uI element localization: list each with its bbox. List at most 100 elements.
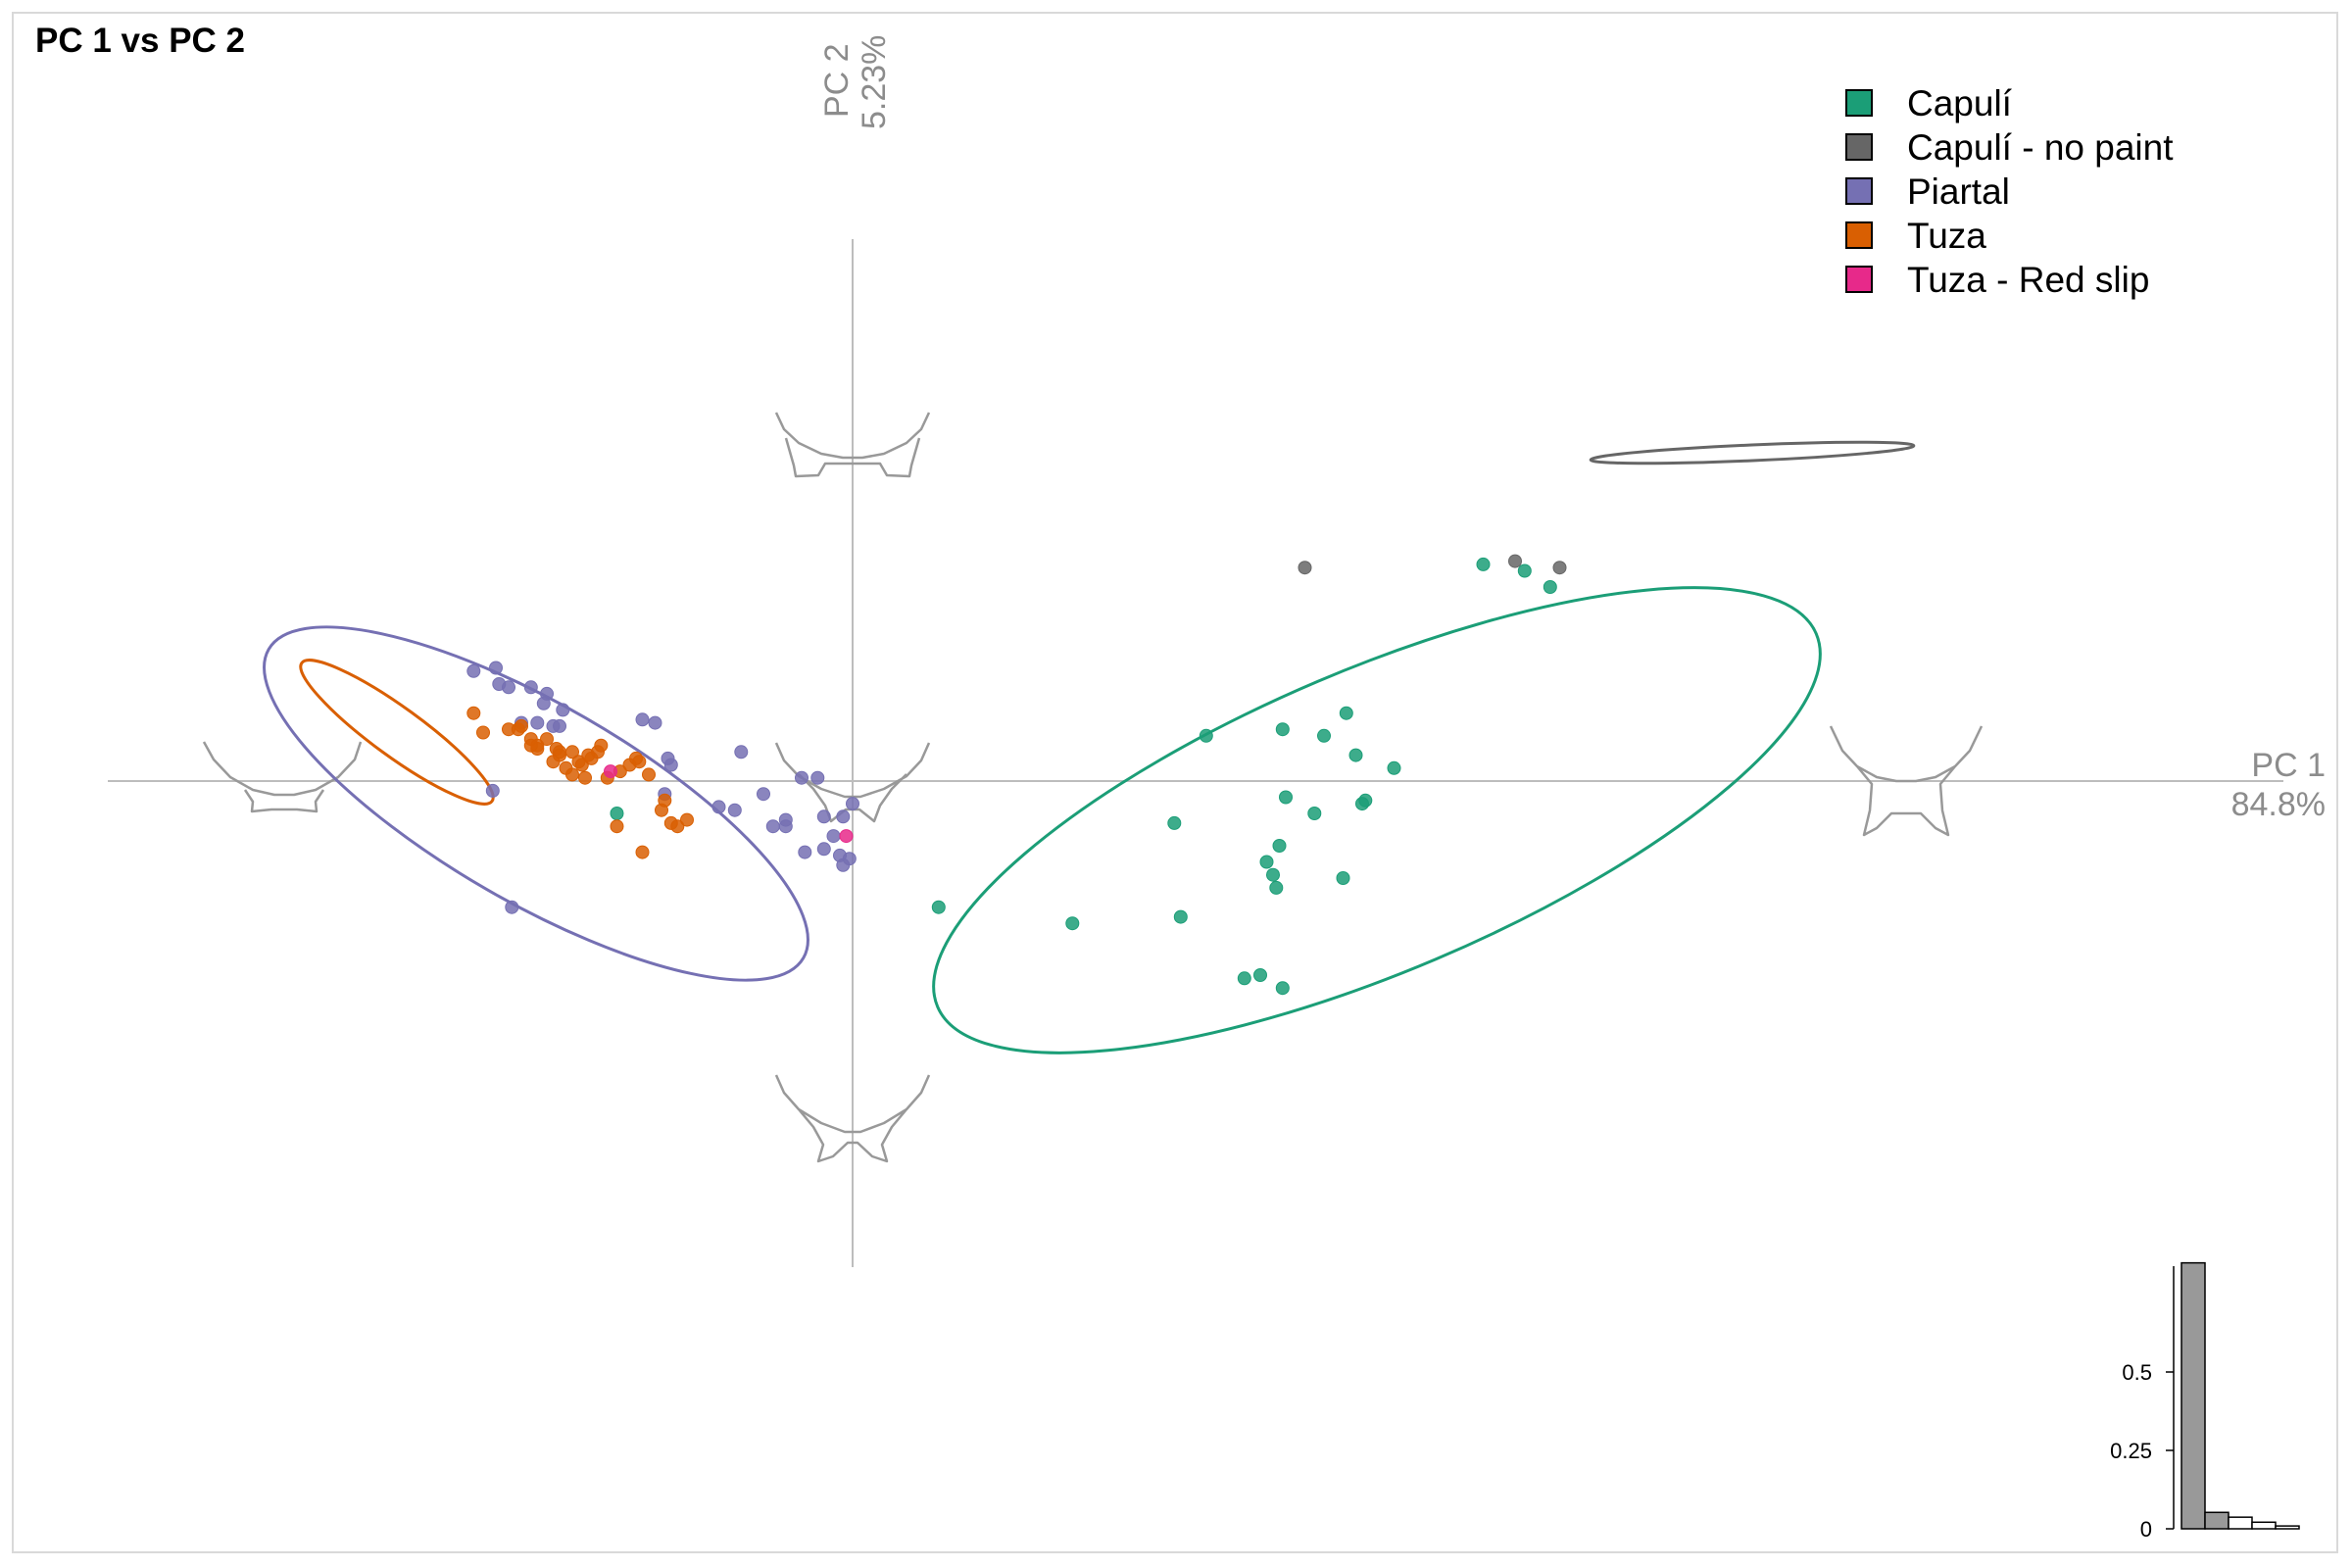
eigen-bar-5 xyxy=(2275,1525,2300,1530)
point-tuza-30 xyxy=(523,738,538,753)
point-capuli-9 xyxy=(1272,839,1287,853)
shape-glyph-pc2-neg xyxy=(774,1074,931,1163)
point-piartal-0 xyxy=(466,663,481,678)
point-piartal-25 xyxy=(816,842,831,857)
point-capuli-11 xyxy=(1266,867,1280,882)
point-piartal-35 xyxy=(485,783,500,798)
legend-swatch-capuli-no-paint xyxy=(1845,133,1873,161)
point-tuza-14 xyxy=(574,758,589,772)
point-capuli-no-paint-2 xyxy=(1552,561,1567,575)
eigen-bar-4 xyxy=(2251,1521,2277,1530)
shape-glyph-pc2-pos xyxy=(774,412,931,478)
inset-tick-label-0: 0 xyxy=(2140,1517,2152,1542)
point-tuza-23 xyxy=(632,755,647,769)
point-piartal-19 xyxy=(734,745,749,760)
point-capuli-4 xyxy=(1173,909,1188,924)
x-axis-label: PC 1 xyxy=(2251,747,2326,784)
point-piartal-7 xyxy=(530,715,545,730)
point-tuza-36 xyxy=(635,845,650,859)
eigen-bar-2 xyxy=(2204,1511,2230,1530)
ellipse-tuza xyxy=(299,659,495,806)
point-capuli-23 xyxy=(1517,564,1532,578)
point-piartal-24 xyxy=(810,770,825,785)
x-axis-percent: 84.8% xyxy=(2231,786,2326,823)
point-capuli-1 xyxy=(1065,916,1080,931)
point-tuza-11 xyxy=(565,745,579,760)
point-tuza-33 xyxy=(565,767,579,782)
point-capuli-0 xyxy=(931,900,946,914)
point-piartal-1 xyxy=(489,661,503,675)
point-piartal-30 xyxy=(798,845,812,859)
point-tuza-18 xyxy=(594,738,609,753)
point-capuli-16 xyxy=(1348,748,1363,762)
point-capuli-6 xyxy=(1275,981,1290,996)
legend-label-capuli-no-paint: Capulí - no paint xyxy=(1907,127,2174,168)
point-capuli-no-paint-0 xyxy=(1298,561,1312,575)
point-tuza-29 xyxy=(680,812,694,827)
point-piartal-31 xyxy=(836,809,851,824)
legend-swatch-tuza-red-slip xyxy=(1845,266,1873,293)
ellipse-capuli-no-paint xyxy=(1589,440,1916,466)
point-tuza-4 xyxy=(514,718,528,733)
point-tuza-35 xyxy=(610,819,624,834)
point-capuli-17 xyxy=(1336,871,1350,885)
point-piartal-21 xyxy=(765,819,780,834)
point-piartal-33 xyxy=(816,809,831,824)
point-piartal-17 xyxy=(711,800,726,814)
point-piartal-26 xyxy=(826,829,841,844)
point-capuli-13 xyxy=(1275,722,1290,737)
point-piartal-8 xyxy=(536,696,551,710)
point-capuli-24 xyxy=(1543,580,1557,594)
eigenvalue-barplot: 0 0.25 0.5 xyxy=(2110,1261,2300,1542)
inset-tick-label-2: 0.5 xyxy=(2122,1360,2152,1385)
ellipse-piartal xyxy=(263,625,809,982)
point-tuza-0 xyxy=(466,706,481,720)
y-axis-label: PC 2 xyxy=(818,43,856,118)
point-tuza-red-slip-1 xyxy=(839,829,854,844)
data-points xyxy=(466,554,1567,996)
point-tuza-24 xyxy=(642,767,656,782)
point-tuza-34 xyxy=(578,770,592,785)
point-piartal-20 xyxy=(757,787,770,802)
point-tuza-31 xyxy=(540,732,554,747)
point-tuza-red-slip-0 xyxy=(604,764,617,779)
point-tuza-1 xyxy=(476,725,490,740)
point-tuza-28 xyxy=(670,819,685,834)
point-piartal-36 xyxy=(505,900,519,914)
point-piartal-4 xyxy=(523,680,538,695)
point-capuli-18 xyxy=(1339,706,1353,720)
shape-glyph-pc1-pos xyxy=(1829,725,1984,837)
point-capuli-12 xyxy=(1269,880,1284,895)
legend-label-tuza: Tuza xyxy=(1907,216,1986,256)
eigen-bar-3 xyxy=(2228,1516,2253,1530)
chart-title: PC 1 vs PC 2 xyxy=(35,22,245,60)
point-piartal-23 xyxy=(795,770,808,785)
legend-swatch-tuza xyxy=(1845,221,1873,249)
shape-glyph-pc1-neg xyxy=(202,741,363,813)
point-piartal-16 xyxy=(661,751,675,765)
point-capuli-2 xyxy=(1167,815,1182,830)
point-capuli-22 xyxy=(1476,557,1491,571)
point-capuli-20 xyxy=(1358,793,1373,808)
legend-swatch-capuli xyxy=(1845,89,1873,117)
y-axis-percent: 5.23% xyxy=(856,35,893,129)
point-capuli-25 xyxy=(610,807,624,820)
point-piartal-12 xyxy=(635,712,650,727)
point-piartal-18 xyxy=(727,803,742,817)
point-piartal-13 xyxy=(648,715,662,730)
point-capuli-no-paint-1 xyxy=(1508,554,1522,568)
chart-frame xyxy=(12,12,2338,1553)
point-capuli-15 xyxy=(1317,728,1331,743)
point-piartal-29 xyxy=(778,819,793,834)
point-capuli-21 xyxy=(1387,760,1401,775)
point-piartal-10 xyxy=(556,703,570,717)
legend-label-capuli: Capulí xyxy=(1907,83,2013,123)
legend-label-piartal: Piartal xyxy=(1907,172,2010,212)
point-tuza-26 xyxy=(658,793,672,808)
point-piartal-3 xyxy=(492,677,507,691)
point-capuli-7 xyxy=(1237,971,1251,986)
ellipse-capuli xyxy=(932,586,1822,1054)
point-piartal-11 xyxy=(546,718,561,733)
